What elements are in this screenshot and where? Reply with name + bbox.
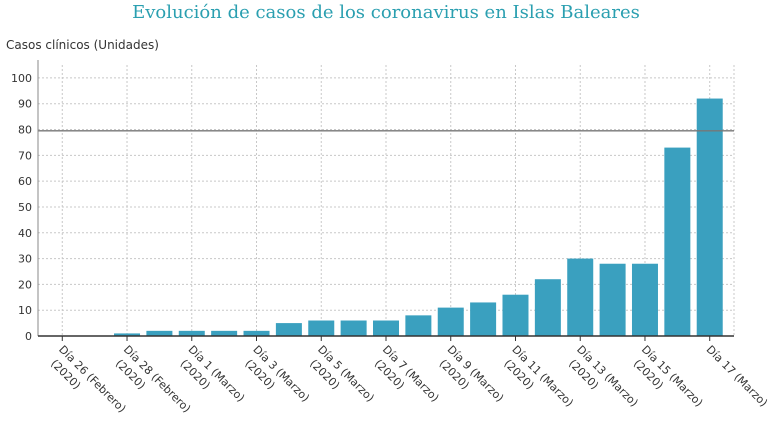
y-tick-label: 20 bbox=[18, 278, 32, 291]
y-tick-label: 50 bbox=[18, 201, 32, 214]
bar bbox=[114, 333, 141, 336]
bar bbox=[631, 263, 658, 336]
bar bbox=[599, 263, 626, 336]
bar bbox=[405, 315, 432, 336]
bar bbox=[567, 258, 594, 336]
bar bbox=[211, 330, 238, 336]
bar bbox=[664, 147, 691, 336]
x-tick-label: Día 17 (Marzo) bbox=[704, 343, 768, 410]
y-axis-label: Casos clínicos (Unidades) bbox=[6, 38, 159, 52]
bar bbox=[275, 323, 302, 336]
y-tick-label: 0 bbox=[25, 330, 32, 343]
y-tick-label: 40 bbox=[18, 227, 32, 240]
bar bbox=[178, 330, 205, 336]
y-tick-label: 70 bbox=[18, 149, 32, 162]
y-tick-label: 80 bbox=[18, 124, 32, 137]
bar bbox=[437, 307, 464, 336]
bar bbox=[534, 279, 561, 336]
bar bbox=[308, 320, 335, 336]
bar bbox=[502, 294, 529, 336]
y-tick-label: 60 bbox=[18, 175, 32, 188]
y-tick-label: 30 bbox=[18, 253, 32, 266]
bar bbox=[146, 330, 173, 336]
bar bbox=[470, 302, 497, 336]
bar bbox=[373, 320, 399, 336]
bar bbox=[340, 320, 367, 336]
bar bbox=[243, 330, 270, 336]
chart-title: Evolución de casos de los coronavirus en… bbox=[132, 2, 640, 23]
y-tick-label: 90 bbox=[18, 98, 32, 111]
y-tick-label: 100 bbox=[11, 72, 32, 85]
bar bbox=[696, 98, 723, 336]
y-tick-label: 10 bbox=[18, 304, 32, 317]
